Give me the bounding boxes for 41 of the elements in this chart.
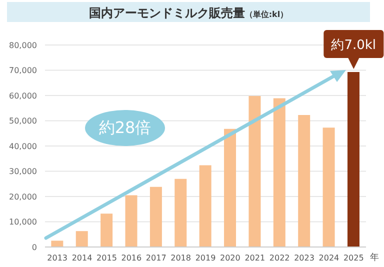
x-tick-label: 2018: [170, 254, 191, 263]
x-tick-label: 2022: [269, 254, 290, 263]
y-tick-label: 0: [32, 242, 37, 252]
x-tick-label: 2021: [244, 254, 266, 263]
x-tick-label: 2025: [343, 254, 364, 263]
x-tick-label: 2014: [72, 254, 92, 263]
y-tick-label: 30,000: [9, 167, 37, 176]
y-tick-label: 10,000: [9, 218, 37, 227]
x-axis-title: 年: [370, 252, 379, 264]
bar: [224, 128, 236, 247]
bar: [298, 114, 310, 247]
y-tick-label: 70,000: [9, 66, 37, 76]
bar: [273, 98, 286, 247]
chart-subtitle: （単位:kl）: [244, 10, 288, 19]
x-tick-label: 2020: [220, 254, 240, 263]
x-tick-label: 2019: [195, 254, 216, 263]
annotation: 約7.0kl: [331, 38, 376, 54]
ellipse: 約28倍: [85, 110, 165, 146]
bar: [347, 72, 360, 247]
x-tick-label: 2017: [146, 254, 166, 263]
bar: [100, 214, 113, 247]
bar: [174, 178, 187, 247]
x-tick-label: 2023: [294, 254, 314, 263]
y-tick-label: 60,000: [9, 91, 37, 100]
x-tick-label: 2016: [121, 254, 142, 263]
bar: [150, 186, 162, 247]
bar: [322, 128, 335, 247]
x-tick-label: 2015: [96, 254, 117, 263]
bar: [76, 231, 88, 247]
y-tick-label: 40,000: [9, 142, 37, 151]
bar: [125, 195, 138, 247]
bar: [199, 165, 212, 247]
y-tick-label: 20,000: [9, 192, 37, 202]
y-tick-label: 80,000: [9, 40, 37, 50]
bar: [51, 240, 64, 247]
y-tick-label: 50,000: [9, 116, 37, 126]
x-tick-label: 2013: [47, 254, 68, 263]
speech-callout: 約7.0kl: [324, 30, 384, 70]
chart-title: 国内アーモンドミルク販売量: [88, 6, 245, 20]
bar: [248, 96, 261, 247]
x-tick-label: 2024: [318, 254, 340, 263]
